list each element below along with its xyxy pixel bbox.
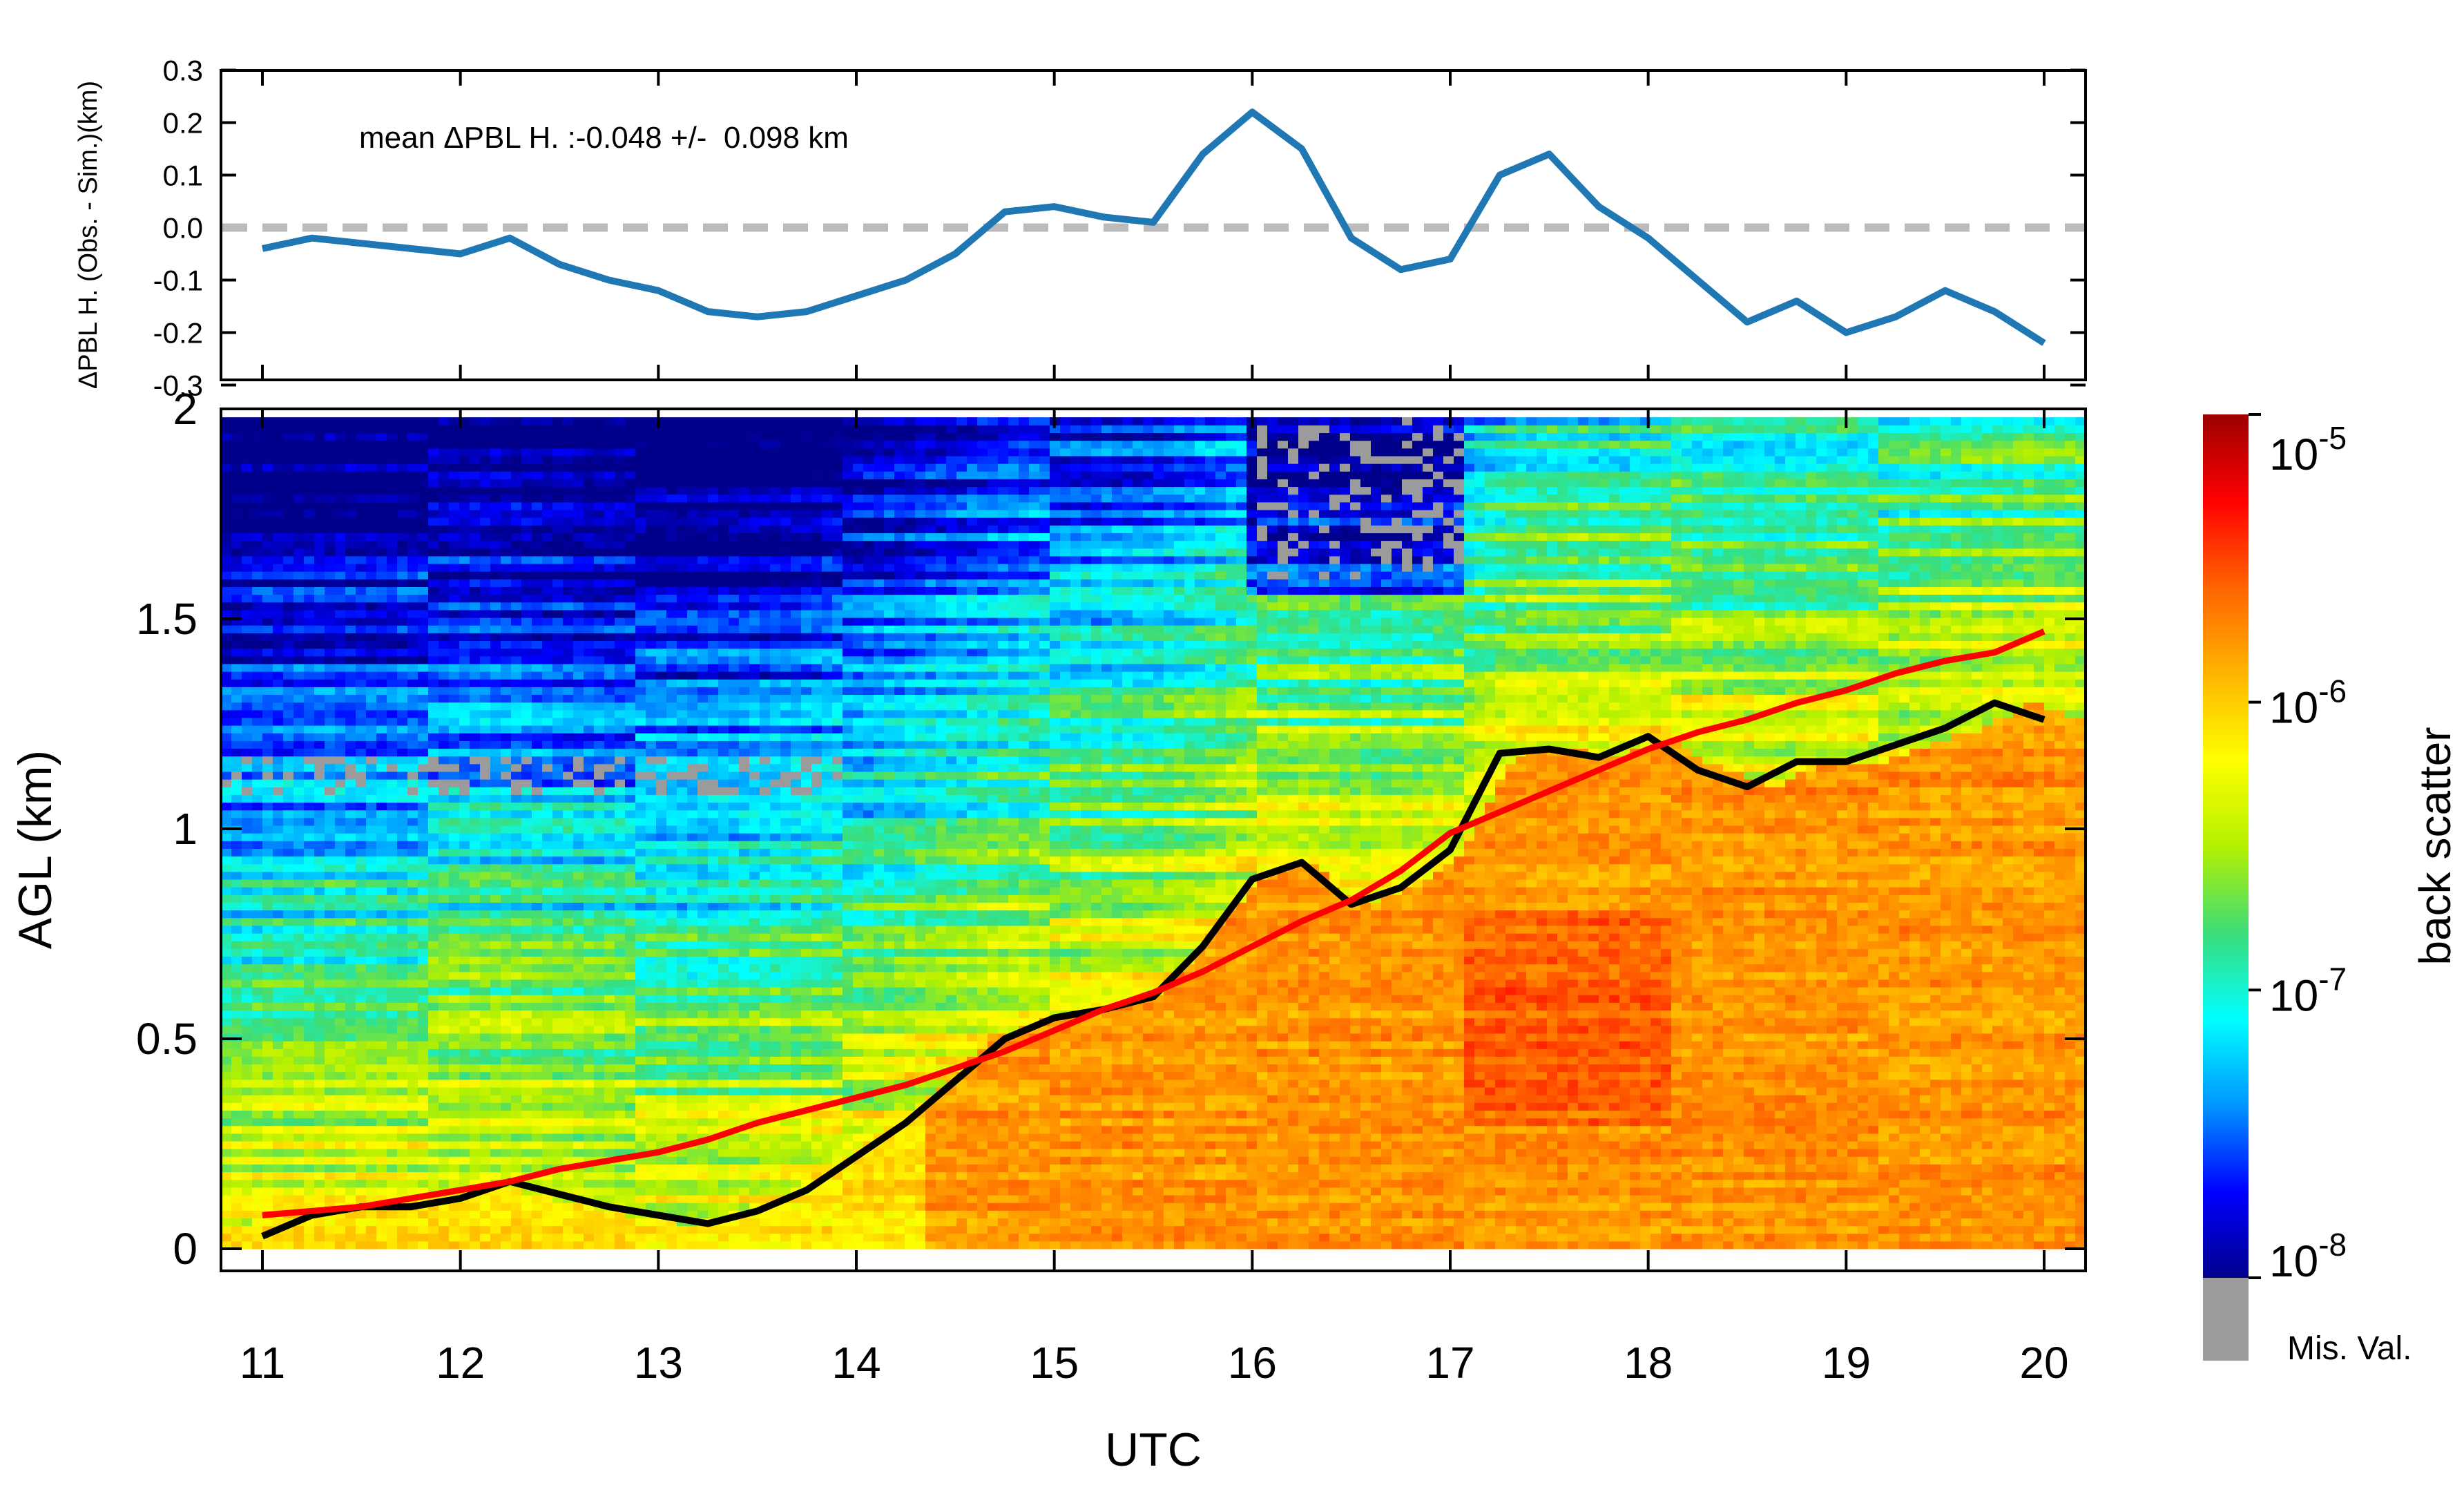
top-ytick-label: 0.1 xyxy=(163,160,203,192)
colorbar-tick-label: 10-6 xyxy=(2269,673,2347,733)
top-ytick-label: 0.2 xyxy=(163,107,203,140)
bottom-ytick-labels: 0 0.5 1 1.5 2 xyxy=(136,384,198,1274)
bottom-xtick-labels: 11 12 13 14 15 16 17 18 19 20 xyxy=(240,1338,2069,1388)
bottom-ytick-label: 0 xyxy=(173,1224,198,1274)
colorbar-label: back scatter xyxy=(2410,727,2460,965)
backscatter-heatmap xyxy=(221,417,2086,1249)
bottom-xtick-label: 20 xyxy=(2019,1338,2068,1388)
bottom-panel-ticks xyxy=(221,408,2086,1271)
top-ytick-label: 0.3 xyxy=(163,55,203,87)
bottom-panel-frame xyxy=(220,408,2087,1272)
bottom-xtick-label: 15 xyxy=(1030,1338,1079,1388)
bottom-xtick-label: 12 xyxy=(436,1338,485,1388)
bottom-ytick-label: 1.5 xyxy=(136,594,198,644)
colorbar-tick-label: 10-5 xyxy=(2269,420,2347,479)
missing-value-label: Mis. Val. xyxy=(2287,1330,2412,1367)
bottom-xtick-label: 16 xyxy=(1228,1338,1277,1388)
colorbar: 10-5 10-6 10-7 10-8 back scatter Mis. Val. xyxy=(2203,413,2460,1367)
colorbar-gradient xyxy=(2203,414,2249,1278)
colorbar-tick-label: 10-7 xyxy=(2269,961,2347,1020)
x-axis-label: UTC xyxy=(1105,1424,1202,1476)
colorbar-missing-swatch xyxy=(2203,1278,2249,1361)
simulated-pbl-line xyxy=(262,629,2046,1218)
bottom-xtick-label: 19 xyxy=(1822,1338,1871,1388)
bottom-xtick-label: 13 xyxy=(634,1338,683,1388)
top-ytick-label: -0.1 xyxy=(153,265,203,297)
top-ytick-label: -0.3 xyxy=(153,370,203,402)
bottom-ytick-label: 0.5 xyxy=(136,1014,198,1064)
top-ytick-label: -0.2 xyxy=(153,317,203,349)
observed-pbl-line xyxy=(261,699,2046,1240)
bottom-ytick-label: 2 xyxy=(173,384,198,434)
colorbar-tick-label: 10-8 xyxy=(2269,1227,2347,1286)
bottom-panel: 0 0.5 1 1.5 2 11 12 13 14 15 16 17 18 19 20 UTC AGL (… xyxy=(9,384,2087,1476)
bottom-ytick-label: 1 xyxy=(173,804,198,854)
bottom-xtick-label: 14 xyxy=(831,1338,880,1388)
delta-pbl-line xyxy=(261,108,2046,346)
top-ytick-labels: -0.3 -0.2 -0.1 0.0 0.1 0.2 0.3 xyxy=(153,55,203,402)
top-ylabel: ΔPBL H. (Obs. - Sim.)(km) xyxy=(74,81,103,389)
bottom-xtick-label: 11 xyxy=(240,1338,285,1388)
bottom-xtick-label: 18 xyxy=(1624,1338,1673,1388)
mean-annotation: mean ΔPBL H. :-0.048 +/- 0.098 km xyxy=(359,121,849,155)
y-axis-label: AGL (km) xyxy=(9,750,61,949)
colorbar-ticks: 10-5 10-6 10-7 10-8 xyxy=(2249,413,2347,1286)
top-panel: mean ΔPBL H. :-0.048 +/- 0.098 km ΔPBL H… xyxy=(74,55,2087,402)
bottom-xtick-label: 17 xyxy=(1425,1338,1474,1388)
top-ytick-label: 0.0 xyxy=(163,212,203,245)
